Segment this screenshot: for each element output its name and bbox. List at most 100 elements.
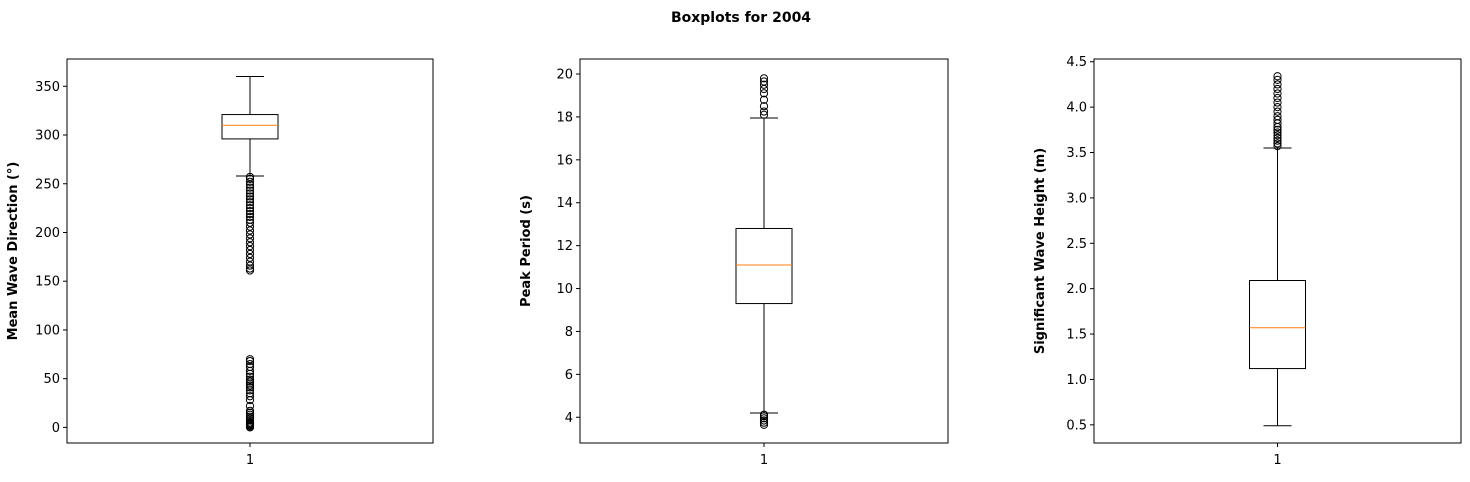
outlier-point xyxy=(245,253,255,262)
outlier-point xyxy=(1273,142,1282,151)
iqr-box xyxy=(1249,280,1306,370)
iqr-box xyxy=(735,227,793,305)
outlier-point xyxy=(245,230,255,239)
outlier-point xyxy=(759,95,769,104)
outlier-point xyxy=(1273,98,1282,107)
outlier-point xyxy=(1273,93,1282,103)
y-tick-label: 4.5 xyxy=(1066,55,1087,70)
outlier-point xyxy=(245,245,255,255)
outlier-point xyxy=(759,84,769,94)
x-tick-label: 1 xyxy=(246,453,254,468)
outlier-point xyxy=(245,238,255,247)
outlier-point xyxy=(1273,107,1282,116)
outlier-point xyxy=(759,74,769,83)
y-tick-label: 2.5 xyxy=(1066,237,1087,252)
outlier-point xyxy=(245,362,255,372)
outlier-point xyxy=(1273,128,1282,137)
outlier-point xyxy=(245,226,255,235)
outlier-point xyxy=(245,359,255,369)
y-tick-label: 4 xyxy=(565,411,573,426)
outlier-point xyxy=(1273,75,1282,84)
outlier-point xyxy=(245,204,255,213)
outlier-point xyxy=(759,110,769,119)
subplot-1: 0 50 100 150 200 250 300 350 1 Mean Wave Directio… xyxy=(6,58,434,468)
y-tick-label: 8 xyxy=(565,325,573,340)
y-tick-label: 150 xyxy=(35,275,60,290)
outlier-point xyxy=(245,177,255,186)
y-tick-label: 2.0 xyxy=(1066,282,1087,297)
outlier-point xyxy=(1273,115,1282,124)
y-tick-label: 4.0 xyxy=(1066,101,1087,116)
outlier-point xyxy=(759,416,769,425)
outlier-point xyxy=(759,102,769,111)
outlier-point xyxy=(245,261,255,270)
y-tick-label: 12 xyxy=(556,239,573,254)
outlier-point xyxy=(245,189,255,198)
outlier-point xyxy=(1273,112,1282,121)
outlier-point xyxy=(759,77,769,86)
figure-title: Boxplots for 2004 xyxy=(671,10,811,26)
outlier-point xyxy=(245,372,255,381)
outlier-point xyxy=(245,206,255,216)
outlier-point xyxy=(245,215,255,224)
outlier-point xyxy=(245,401,255,411)
outlier-point xyxy=(759,410,769,419)
outlier-point xyxy=(245,249,255,259)
outlier-point xyxy=(245,212,255,221)
subplot-2: 4 6 8 10 12 14 16 18 20 1 Peak Period (s) xyxy=(519,58,949,468)
outlier-point xyxy=(1273,125,1282,134)
y-tick-label: 50 xyxy=(43,372,60,387)
y-tick-label: 20 xyxy=(556,68,573,83)
y-axis-label: Significant Wave Height (m) xyxy=(1033,148,1048,354)
iqr-box xyxy=(221,114,279,140)
outlier-point xyxy=(245,201,255,210)
y-tick-label: 0 xyxy=(52,421,60,436)
outlier-point xyxy=(1273,72,1282,81)
outlier-point xyxy=(245,392,255,401)
y-tick-label: 200 xyxy=(35,226,60,241)
outlier-point xyxy=(1273,80,1282,89)
outlier-point xyxy=(245,192,255,201)
outlier-point xyxy=(759,107,769,116)
outlier-point xyxy=(1273,103,1282,112)
outlier-point xyxy=(245,375,255,384)
y-tick-label: 3.5 xyxy=(1066,146,1087,161)
y-tick-label: 1.5 xyxy=(1066,328,1087,343)
y-tick-label: 300 xyxy=(35,129,60,144)
outlier-point xyxy=(1273,136,1282,145)
outlier-point xyxy=(245,218,255,227)
outlier-point xyxy=(1273,133,1282,143)
y-tick-label: 250 xyxy=(35,177,60,192)
y-tick-label: 1.0 xyxy=(1066,373,1087,388)
outlier-point xyxy=(245,183,255,192)
outlier-point xyxy=(1273,131,1282,140)
outlier-point xyxy=(245,234,255,243)
outlier-point xyxy=(759,420,769,429)
x-tick-label: 1 xyxy=(1273,453,1281,468)
y-axis-label: Mean Wave Direction (°) xyxy=(6,162,21,341)
y-tick-label: 100 xyxy=(35,323,60,338)
outlier-point xyxy=(245,257,255,266)
y-tick-label: 350 xyxy=(35,80,60,95)
outlier-point xyxy=(245,172,255,182)
outlier-point xyxy=(1273,84,1282,94)
y-tick-label: 0.5 xyxy=(1066,418,1087,433)
y-tick-label: 10 xyxy=(556,282,573,297)
outlier-point xyxy=(759,418,769,427)
outlier-point xyxy=(245,209,255,219)
outlier-point xyxy=(1273,139,1282,148)
y-tick-label: 18 xyxy=(556,110,573,125)
outlier-point xyxy=(759,89,769,98)
outlier-point xyxy=(245,180,255,189)
y-tick-label: 14 xyxy=(556,196,573,211)
outlier-point xyxy=(245,406,255,415)
y-tick-label: 16 xyxy=(556,153,573,168)
outlier-point xyxy=(245,195,255,204)
x-tick-label: 1 xyxy=(760,453,768,468)
outlier-point xyxy=(245,389,255,398)
outlier-point xyxy=(245,242,255,251)
outlier-point xyxy=(1273,89,1282,98)
y-tick-label: 3.0 xyxy=(1066,191,1087,206)
